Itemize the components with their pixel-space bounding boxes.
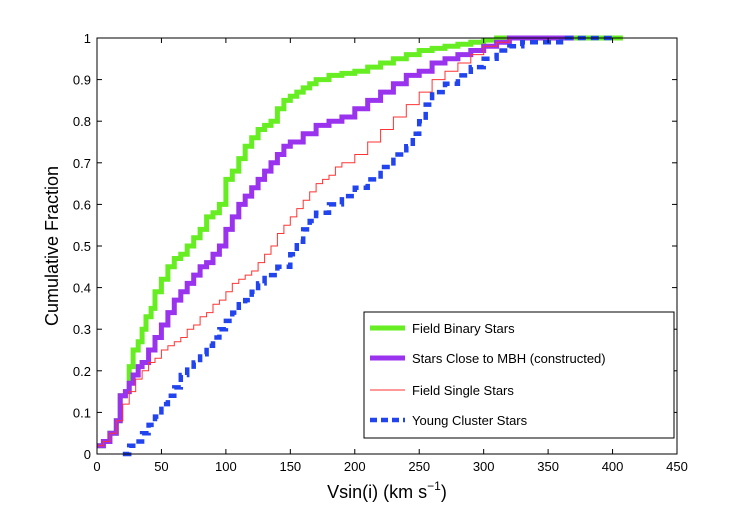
x-tick-label: 250 [408,459,430,474]
x-tick-label: 350 [537,459,559,474]
series-line-0 [97,35,623,449]
y-tick-label: 1 [84,31,91,46]
x-tick-label: 0 [93,459,100,474]
y-tick-label: 0 [84,447,91,462]
x-tick-label: 150 [279,459,301,474]
y-tick-label: 0.8 [73,114,91,129]
legend-items: Field Binary Stars Stars Close to MBH (co… [370,321,606,428]
legend-box [363,311,675,439]
y-tick-label: 0.7 [73,156,91,171]
x-tick-label: 100 [215,459,237,474]
y-tick-label: 0.1 [73,405,91,420]
x-axis-title: Vsin(i) (km s−1) [327,479,447,502]
x-tick-label: 300 [473,459,495,474]
y-tick-label: 0.2 [73,364,91,379]
y-tick-label: 0.9 [73,73,91,88]
legend-label-2: Field Single Stars [412,383,514,398]
series-layer [97,35,623,457]
y-tick-label: 0.6 [73,197,91,212]
y-tick-label: 0.4 [73,281,91,296]
series-line-1 [97,35,574,449]
series-line-3 [122,35,613,457]
y-axis-title: Cumulative Fraction [42,166,62,326]
y-tick-label: 0.3 [73,322,91,337]
x-tick-label: 200 [344,459,366,474]
axis-layer: 0 50 100 150 200 250 300 350 400 450 0 0.1 0.2 0.3 0.4… [73,31,688,474]
x-tick-label: 400 [602,459,624,474]
x-tick-label: 450 [666,459,688,474]
legend-label-0: Field Binary Stars [412,321,515,336]
series-line-2 [97,37,536,447]
legend-label-1: Stars Close to MBH (constructed) [412,351,606,366]
legend: Field Binary Stars Stars Close to MBH (co… [363,311,675,439]
x-axis-title-exponent: −1 [427,479,441,493]
x-tick-label: 50 [154,459,168,474]
x-axis-title-main: Vsin(i) (km s [327,482,427,502]
legend-label-3: Young Cluster Stars [412,413,528,428]
y-tick-label: 0.5 [73,239,91,254]
x-axis-title-close: ) [441,482,447,502]
